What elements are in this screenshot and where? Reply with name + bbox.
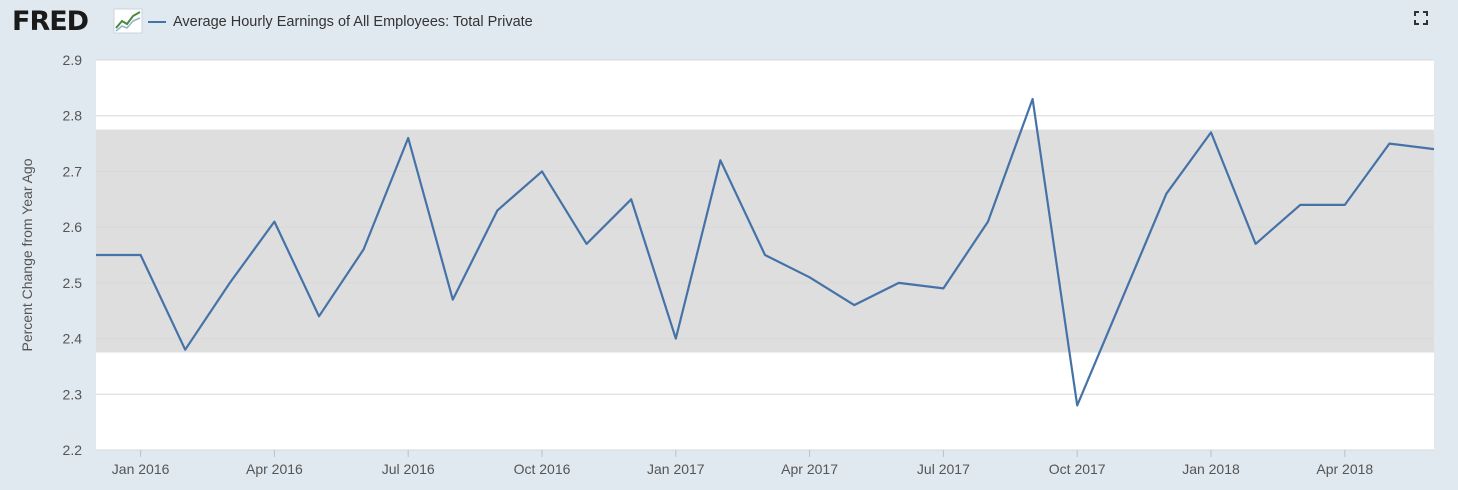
data-point[interactable]	[450, 297, 456, 303]
data-point[interactable]	[584, 241, 590, 247]
data-point[interactable]	[1342, 202, 1348, 208]
data-point[interactable]	[1030, 96, 1036, 102]
x-tick-label: Jan 2016	[112, 461, 170, 477]
chart-title: Average Hourly Earnings of All Employees…	[173, 14, 533, 30]
data-point[interactable]	[271, 219, 277, 225]
data-point[interactable]	[1074, 402, 1080, 408]
data-point[interactable]	[93, 252, 99, 258]
data-point[interactable]	[940, 285, 946, 291]
fullscreen-icon[interactable]	[1414, 11, 1428, 25]
y-tick-label: 2.2	[63, 442, 83, 458]
y-tick-label: 2.5	[63, 275, 83, 291]
y-tick-label: 2.7	[63, 163, 83, 179]
x-tick-label: Apr 2018	[1316, 461, 1373, 477]
data-point[interactable]	[316, 313, 322, 319]
data-point[interactable]	[1253, 241, 1259, 247]
x-tick-label: Oct 2016	[514, 461, 571, 477]
data-point[interactable]	[182, 347, 188, 353]
y-tick-label: 2.6	[63, 219, 83, 235]
x-tick-label: Jul 2017	[917, 461, 970, 477]
chart-header: FRED Average Hourly Earnings of All Empl…	[0, 0, 1458, 48]
data-point[interactable]	[227, 280, 233, 286]
x-tick-label: Apr 2017	[781, 461, 838, 477]
y-tick-label: 2.3	[63, 386, 83, 402]
series-line[interactable]	[96, 97, 1435, 407]
fred-logo[interactable]: FRED	[12, 6, 89, 37]
y-axis-title: Percent Change from Year Ago	[19, 158, 35, 351]
data-point[interactable]	[405, 135, 411, 141]
data-point[interactable]	[539, 168, 545, 174]
y-tick-label: 2.4	[63, 331, 83, 347]
data-point[interactable]	[1163, 191, 1169, 197]
x-axis-ticks: Jan 2016 Apr 2016 Jul 2016 Oct 2016 Jan 2017…	[112, 450, 1373, 477]
data-point[interactable]	[1431, 146, 1437, 152]
data-point[interactable]	[673, 336, 679, 342]
data-point[interactable]	[851, 302, 857, 308]
data-point[interactable]	[1208, 129, 1214, 135]
x-tick-label: Apr 2016	[246, 461, 303, 477]
trend-chart-icon	[113, 8, 143, 34]
data-point[interactable]	[896, 280, 902, 286]
data-point[interactable]	[138, 252, 144, 258]
data-point[interactable]	[628, 196, 634, 202]
data-point[interactable]	[1386, 141, 1392, 147]
recession-band	[96, 129, 1434, 353]
data-point[interactable]	[807, 274, 813, 280]
x-tick-label: Jul 2016	[382, 461, 435, 477]
x-tick-label: Oct 2017	[1049, 461, 1106, 477]
data-point[interactable]	[1119, 297, 1125, 303]
y-axis-ticks: 2.2 2.3 2.4 2.5 2.6 2.7 2.8 2.9	[63, 52, 83, 458]
data-point[interactable]	[985, 219, 991, 225]
y-tick-label: 2.9	[63, 52, 83, 68]
legend-series-line	[148, 21, 166, 23]
data-point[interactable]	[361, 246, 367, 252]
data-point[interactable]	[1297, 202, 1303, 208]
data-point[interactable]	[762, 252, 768, 258]
x-tick-label: Jan 2017	[647, 461, 705, 477]
x-tick-label: Jan 2018	[1182, 461, 1240, 477]
data-point[interactable]	[494, 207, 500, 213]
y-tick-label: 2.8	[63, 108, 83, 124]
data-point[interactable]	[717, 157, 723, 163]
